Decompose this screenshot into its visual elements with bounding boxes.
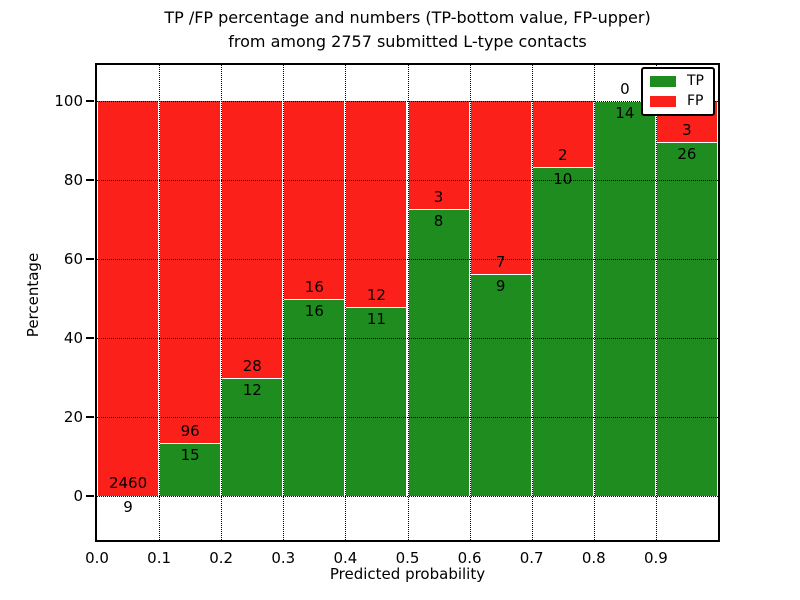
bar-label-tp: 9	[495, 276, 506, 295]
bar-label-tp: 12	[242, 380, 262, 399]
y-tick-mark	[86, 416, 94, 419]
bar-label-fp: 2460	[108, 474, 148, 492]
bar-label-fp: 28	[242, 356, 262, 375]
grid-layer	[97, 65, 718, 540]
chart-title-line2: from among 2757 submitted L-type contact…	[228, 32, 587, 51]
bars-layer	[97, 65, 718, 540]
bar-segment-tp	[98, 495, 159, 497]
x-tick-label: 0.7	[519, 549, 544, 567]
x-tick-label: 0.4	[333, 549, 358, 567]
bar-segment-fp	[284, 100, 345, 299]
bar-bin	[407, 100, 470, 497]
x-tick-label: 0.9	[643, 549, 668, 567]
gridline-v	[593, 65, 595, 540]
y-tick-label: 80	[63, 170, 83, 189]
bar-label-tp: 16	[304, 301, 324, 320]
x-tick-label: 0.1	[147, 549, 172, 567]
bar-label-tp: 26	[677, 144, 697, 163]
y-tick-mark	[86, 178, 94, 181]
bar-label-fp: 0	[620, 79, 630, 98]
gridline-v	[159, 65, 161, 540]
y-tick-label: 60	[63, 249, 83, 268]
bar-label-tp: 8	[433, 211, 444, 230]
gridline-v	[345, 65, 347, 540]
bar-segment-fp	[346, 100, 407, 308]
y-tick-mark	[86, 337, 94, 340]
bar-label-tp: 11	[366, 310, 386, 329]
bar-segment-tp	[160, 442, 221, 497]
bar-label-fp: 12	[366, 286, 386, 305]
gridline-v	[407, 65, 409, 540]
x-tick-label: 0.2	[209, 549, 234, 567]
bar-label-tp: 15	[180, 445, 200, 464]
bar-label-tp: 9	[123, 498, 133, 516]
bar-segment-fp	[408, 100, 469, 209]
plot-area: 2460 9 96 15 28 12 16 16 12 11 3 8 7 9 2 10 0 14 3 26 0 20 40…	[54, 63, 720, 567]
bar-bin	[531, 100, 594, 497]
bar-label-fp: 96	[180, 421, 200, 440]
bar-segment-fp	[532, 100, 593, 167]
x-tick-label: 0.8	[581, 549, 606, 567]
bar-segment-tp	[532, 166, 593, 497]
gridline-v	[531, 65, 533, 540]
bar-segment-tp	[408, 208, 469, 497]
bar-label-fp: 16	[304, 277, 324, 296]
chart-title-line1: TP /FP percentage and numbers (TP-bottom…	[164, 8, 651, 27]
bar-bin	[221, 100, 284, 497]
legend-item-tp: TP	[650, 74, 704, 89]
legend-item-fp: FP	[650, 94, 704, 109]
bar-segment-fp	[470, 100, 531, 274]
bar-segment-fp	[98, 100, 159, 495]
bar-bin	[469, 100, 532, 497]
x-tick-label: 0.3	[271, 549, 296, 567]
x-tick-label: 0.0	[85, 549, 109, 567]
legend-box: TP FP	[641, 67, 715, 116]
bar-label-tp: 14	[615, 103, 635, 122]
x-tick-label: 0.5	[395, 549, 420, 567]
gridline-v	[283, 65, 285, 540]
bar-segment-tp	[284, 298, 345, 497]
gridline-v	[655, 65, 657, 540]
y-tick-mark	[86, 257, 94, 260]
bar-label-fp: 7	[495, 252, 506, 271]
y-tick-label: 40	[63, 329, 83, 348]
bar-bin	[97, 100, 160, 497]
legend-swatch-tp	[650, 76, 676, 87]
bar-label-fp: 3	[433, 187, 444, 206]
y-tick-label: 100	[54, 91, 83, 110]
gridline-v	[469, 65, 471, 540]
bar-bin	[283, 100, 346, 497]
bar-label-tp: 10	[553, 169, 573, 188]
legend-label-tp: TP	[687, 73, 704, 89]
y-tick-mark	[86, 495, 94, 498]
bar-segment-fp	[160, 100, 221, 443]
legend-label-fp: FP	[687, 93, 704, 109]
bar-label-fp: 3	[682, 120, 692, 139]
y-tick-label: 20	[63, 408, 83, 427]
bar-segment-tp	[222, 377, 283, 497]
legend-swatch-fp	[650, 96, 676, 107]
bar-segment-tp	[656, 141, 717, 497]
bar-labels-layer: 2460 9 96 15 28 12 16 16 12 11 3 8 7 9 2 10 0 14 3 26	[97, 65, 718, 540]
bar-segment-tp	[470, 273, 531, 497]
y-tick-mark	[86, 99, 94, 102]
bar-label-fp: 2	[557, 145, 568, 164]
y-tick-label: 0	[73, 487, 83, 506]
x-tick-label: 0.6	[457, 549, 482, 567]
gridline-v	[221, 65, 223, 540]
bar-segment-fp	[222, 100, 283, 378]
bar-segment-tp	[594, 100, 655, 497]
x-axis-label: Predicted probability	[329, 565, 486, 583]
